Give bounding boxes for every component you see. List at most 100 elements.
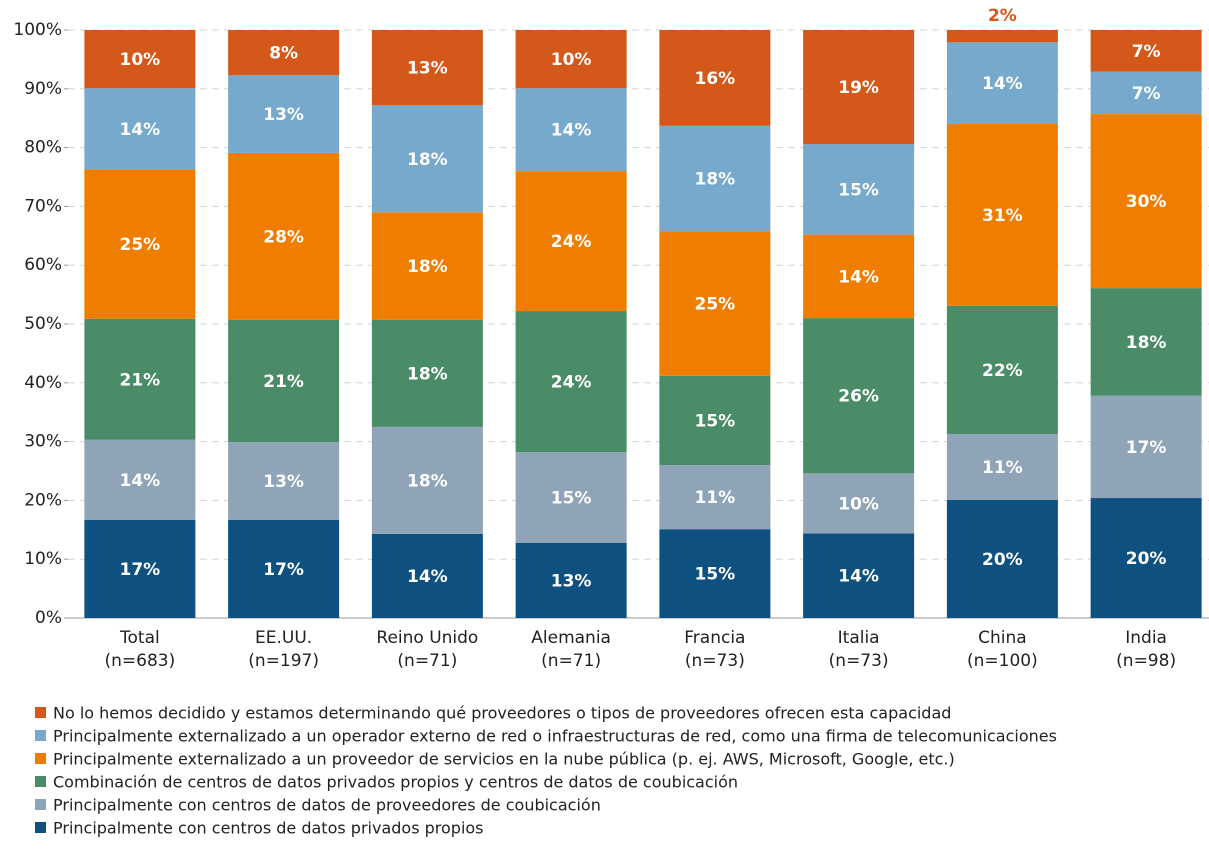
y-tick-label: 10% <box>24 549 62 569</box>
bar-segment <box>1090 114 1202 289</box>
data-label: 28% <box>263 227 304 247</box>
x-tick-label: China <box>978 628 1027 648</box>
bar-segment <box>659 125 771 232</box>
bar-segment <box>84 519 196 618</box>
bar-segment <box>946 30 1058 43</box>
bar-segment <box>803 234 915 319</box>
legend-swatch <box>35 730 46 741</box>
x-tick-sublabel: (n=71) <box>397 651 457 671</box>
data-label: 18% <box>407 471 448 491</box>
bar-segment <box>228 442 340 520</box>
bar-segment <box>659 465 771 530</box>
data-label: 20% <box>1126 549 1167 569</box>
data-label: 14% <box>982 74 1023 94</box>
data-label: 17% <box>1126 438 1167 458</box>
bar-segment <box>84 88 196 170</box>
legend-swatch <box>35 753 46 764</box>
bar-segment <box>1090 30 1202 72</box>
y-tick-label: 50% <box>24 314 62 334</box>
x-tick-sublabel: (n=683) <box>105 651 176 671</box>
legend-label: Combinación de centros de datos privados… <box>53 773 738 792</box>
bar-segment <box>228 519 340 618</box>
data-label: 14% <box>838 567 879 587</box>
data-label: 20% <box>982 550 1023 570</box>
data-label: 11% <box>982 458 1023 478</box>
data-label: 18% <box>407 257 448 277</box>
bar-segment <box>659 529 771 618</box>
bar-segment <box>84 169 196 319</box>
data-label: 24% <box>551 373 592 393</box>
y-tick-label: 0% <box>35 608 62 628</box>
bar-segment <box>371 319 483 427</box>
x-tick-sublabel: (n=98) <box>1116 651 1176 671</box>
bar-segment <box>371 426 483 534</box>
data-label: 18% <box>407 364 448 384</box>
bar-segment <box>228 75 340 153</box>
x-tick-sublabel: (n=73) <box>829 651 889 671</box>
x-tick-label: India <box>1125 628 1167 648</box>
y-tick-label: 30% <box>24 432 62 452</box>
data-label: 14% <box>407 567 448 587</box>
legend-swatch <box>35 799 46 810</box>
data-label: 18% <box>1126 333 1167 353</box>
x-tick-label: Italia <box>838 628 880 648</box>
bar-segment <box>515 88 627 172</box>
bar-segment <box>228 152 340 320</box>
y-tick-label: 80% <box>24 138 62 158</box>
data-label: 31% <box>982 206 1023 226</box>
bar-segment <box>515 542 627 618</box>
bar-segment <box>946 42 1058 125</box>
bar-segment <box>946 433 1058 500</box>
x-tick-sublabel: (n=100) <box>967 651 1038 671</box>
legend-label: Principalmente externalizado a un provee… <box>53 750 955 769</box>
data-label: 15% <box>695 565 736 585</box>
bar-segment <box>1090 498 1202 618</box>
data-label: 16% <box>695 69 736 89</box>
data-label: 26% <box>838 387 879 407</box>
bar-segment <box>803 473 915 534</box>
data-label: 17% <box>263 560 304 580</box>
bar-segment <box>803 533 915 618</box>
data-label: 13% <box>551 571 592 591</box>
data-label: 25% <box>695 294 736 314</box>
data-label: 11% <box>695 488 736 508</box>
bar-segment <box>371 533 483 618</box>
data-label: 14% <box>120 471 161 491</box>
y-tick-label: 90% <box>24 79 62 99</box>
data-label: 17% <box>120 560 161 580</box>
bar-segment <box>515 311 627 453</box>
y-tick-label: 60% <box>24 255 62 275</box>
data-label: 14% <box>551 121 592 141</box>
data-label: 8% <box>269 44 298 64</box>
data-label: 24% <box>551 232 592 252</box>
data-label: 10% <box>838 494 879 514</box>
bar-segment <box>515 30 627 89</box>
bar-segment <box>946 124 1058 306</box>
data-label: 14% <box>838 267 879 287</box>
legend-swatch <box>35 707 46 718</box>
x-tick-label: EE.UU. <box>255 628 312 648</box>
y-tick-label: 70% <box>24 196 62 216</box>
x-tick-sublabel: (n=71) <box>541 651 601 671</box>
data-label: 2% <box>988 6 1017 26</box>
y-tick-label: 100% <box>13 20 62 40</box>
bar-segment <box>1090 395 1202 499</box>
bar-segment <box>659 231 771 376</box>
bar-segment <box>803 144 915 235</box>
x-tick-label: Francia <box>684 628 745 648</box>
legend-label: Principalmente con centros de datos de p… <box>53 796 601 815</box>
bar-segment <box>515 452 627 543</box>
bar-segment <box>946 305 1058 434</box>
bar-segment <box>803 30 915 145</box>
data-label: 21% <box>263 372 304 392</box>
data-label: 18% <box>695 169 736 189</box>
data-label: 15% <box>695 411 736 431</box>
data-label: 19% <box>838 78 879 98</box>
data-label: 10% <box>120 50 161 70</box>
x-tick-label: Total <box>119 628 160 648</box>
data-label: 14% <box>120 120 161 140</box>
bar-segment <box>946 499 1058 618</box>
bar-segment <box>84 318 196 440</box>
bar-segment <box>228 30 340 76</box>
bar-segment <box>371 212 483 320</box>
